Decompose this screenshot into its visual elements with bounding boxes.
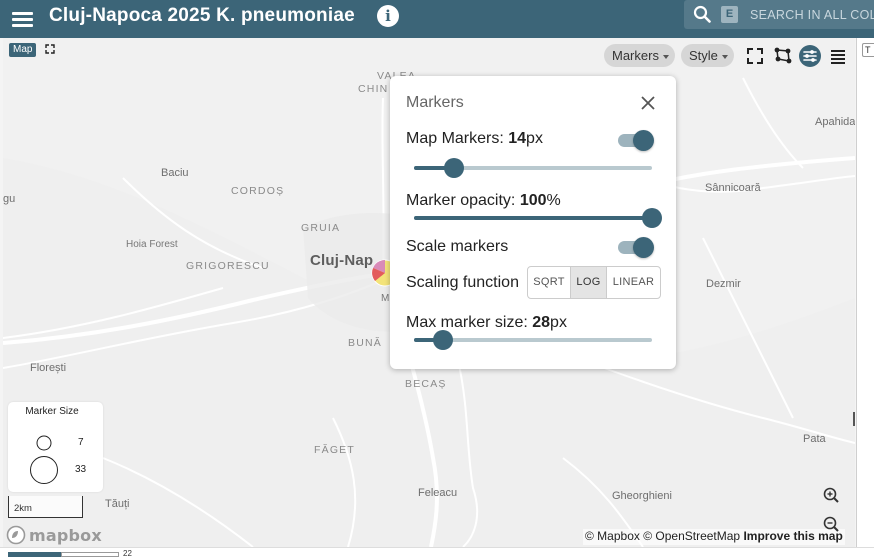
max-marker-size-label: Max marker size: 28px — [406, 314, 567, 331]
max-marker-size-slider[interactable] — [414, 329, 652, 351]
map-tab-label: Map — [9, 43, 37, 57]
scale-markers-toggle[interactable] — [618, 237, 654, 258]
legend-value: 33 — [75, 464, 87, 475]
chevron-down-icon — [721, 54, 728, 59]
mapbox-logo-icon — [6, 525, 26, 545]
bottom-tab[interactable] — [61, 552, 119, 557]
marker-opacity-label: Marker opacity: 100% — [406, 192, 561, 209]
attribution-osm-link[interactable]: © OpenStreetMap — [643, 529, 741, 543]
legend-value: 7 — [78, 437, 84, 448]
mapbox-logo[interactable]: mapbox — [6, 525, 102, 545]
map-markers-toggle[interactable] — [618, 130, 654, 151]
app-header: Cluj-Napoca 2025 K. pneumoniae i E — [0, 0, 874, 38]
markers-dropdown[interactable]: Markers — [604, 44, 675, 67]
info-icon[interactable]: i — [377, 5, 399, 27]
improve-map-link[interactable]: Improve this map — [743, 529, 843, 543]
settings-sliders-icon[interactable] — [799, 45, 821, 67]
legend-title: Marker Size — [25, 406, 79, 417]
bottom-count: 22 — [123, 549, 132, 557]
close-icon[interactable] — [640, 95, 656, 111]
panel-title: Markers — [406, 94, 464, 111]
panel-resize-handle[interactable] — [853, 412, 855, 426]
bottom-tab-active[interactable] — [8, 552, 61, 557]
map-markers-slider[interactable] — [414, 157, 652, 179]
menu-icon[interactable] — [12, 8, 34, 28]
scale-bar — [8, 496, 83, 518]
style-dropdown[interactable]: Style — [681, 44, 734, 67]
expand-icon[interactable] — [45, 44, 55, 54]
page-title: Cluj-Napoca 2025 K. pneumoniae — [49, 5, 355, 26]
scale-markers-label: Scale markers — [406, 238, 509, 255]
markers-panel: Markers Map Markers: 14px Marker opacity… — [390, 76, 676, 369]
bottom-panel — [0, 547, 874, 557]
marker-opacity-slider[interactable] — [414, 207, 662, 229]
lasso-select-icon[interactable] — [772, 45, 794, 67]
list-menu-icon[interactable] — [827, 45, 849, 67]
right-panel-tab[interactable]: T — [862, 43, 874, 57]
right-panel — [856, 38, 874, 547]
search-input[interactable] — [750, 6, 874, 23]
search-icon[interactable] — [693, 5, 711, 23]
map-markers-label: Map Markers: 14px — [406, 130, 543, 147]
scaling-log-button[interactable]: LOG — [571, 267, 607, 298]
scaling-function-group: SQRT LOG LINEAR — [527, 266, 661, 299]
attribution-mapbox-link[interactable]: © Mapbox — [585, 529, 640, 543]
zoom-out-icon[interactable] — [817, 511, 847, 541]
fullscreen-icon[interactable] — [744, 45, 766, 67]
legend-circles — [30, 435, 58, 484]
chevron-down-icon — [662, 54, 669, 59]
scaling-linear-button[interactable]: LINEAR — [612, 276, 655, 288]
scaling-sqrt-button[interactable]: SQRT — [528, 267, 571, 298]
zoom-in-icon[interactable] — [817, 482, 847, 512]
map-attribution: © Mapbox © OpenStreetMap Improve this ma… — [583, 529, 845, 545]
scale-label: 2km — [14, 503, 32, 514]
search-shortcut-key: E — [721, 6, 738, 23]
scaling-function-label: Scaling function — [406, 274, 519, 291]
marker-size-legend: Marker Size 7 33 — [8, 402, 103, 492]
